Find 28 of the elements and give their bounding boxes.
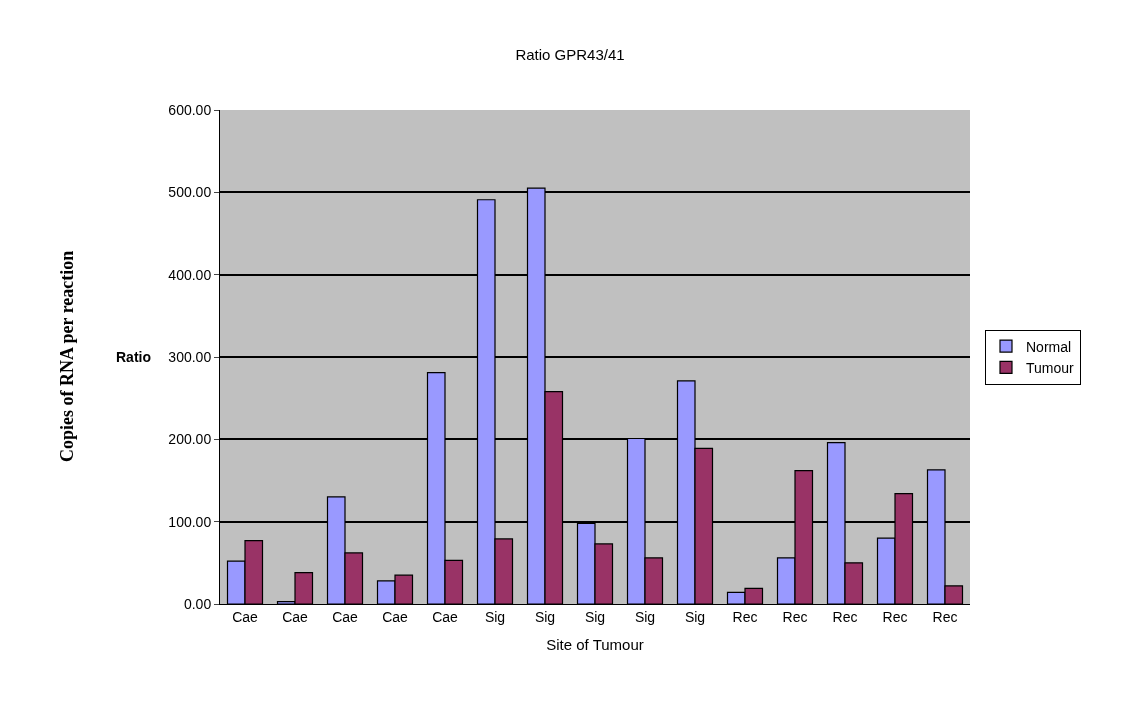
y-tick-label: 400.00 <box>168 266 212 283</box>
x-tick-label: Cae <box>382 608 409 625</box>
x-tick-label: Sig <box>684 608 706 625</box>
y-tick-label: 500.00 <box>168 184 212 201</box>
x-tick-label: Rec <box>932 608 958 625</box>
x-tick-label: Cae <box>332 608 359 625</box>
x-tick-label: Rec <box>832 608 858 625</box>
text: Copies of RNA per reaction <box>57 250 77 462</box>
x-axis-title: Site of Tumour <box>546 635 644 653</box>
y-tick-label: 600.00 <box>168 101 212 118</box>
x-tick-label: Sig <box>484 608 506 625</box>
y-tick-label: 0.00 <box>183 595 212 612</box>
legend-label: Normal <box>1026 338 1072 355</box>
x-tick-label: Cae <box>432 608 459 625</box>
x-tick-label: Rec <box>882 608 908 625</box>
x-tick-label: Cae <box>282 608 309 625</box>
y-tick-label: 100.00 <box>168 513 212 530</box>
y-axis-title: Ratio <box>116 349 151 365</box>
y-tick-label: 200.00 <box>168 431 212 448</box>
x-tick-label: Rec <box>782 608 808 625</box>
x-tick-label: Sig <box>634 608 656 625</box>
x-tick-label: Sig <box>584 608 606 625</box>
x-tick-label: Rec <box>732 608 758 625</box>
x-tick-label: Cae <box>232 608 259 625</box>
legend-label: Tumour <box>1026 359 1075 376</box>
chart-title: Ratio GPR43/41 <box>515 45 625 63</box>
x-tick-label: Sig <box>534 608 556 625</box>
y-tick-label: 300.00 <box>168 348 212 365</box>
